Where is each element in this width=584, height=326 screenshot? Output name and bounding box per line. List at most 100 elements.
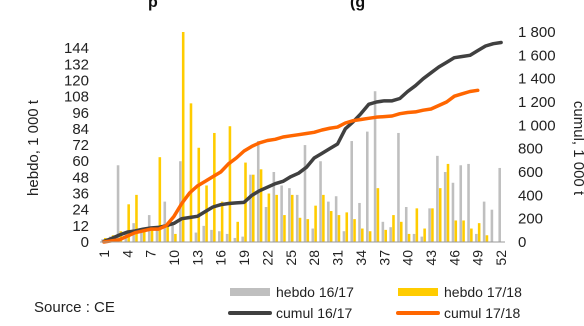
bar-hebdo-1718: [228, 126, 232, 242]
bar-hebdo-1617: [155, 228, 159, 242]
y-left-tick-label: 120: [64, 72, 89, 89]
bar-hebdo-1718: [181, 32, 185, 242]
bar-hebdo-1718: [298, 217, 302, 242]
y-right-tick-label: 800: [518, 141, 543, 158]
bar-hebdo-1617: [264, 207, 268, 242]
bar-hebdo-1617: [443, 172, 447, 242]
source-note: Source : CE: [34, 299, 115, 316]
x-tick-label: 13: [189, 250, 205, 266]
bar-hebdo-1617: [366, 131, 369, 242]
bar-hebdo-1617: [280, 185, 283, 242]
bar-hebdo-1718: [415, 208, 419, 242]
y-left-tick-label: 72: [72, 137, 89, 154]
y-left-tick-label: 144: [64, 40, 89, 57]
bar-hebdo-1617: [288, 188, 291, 242]
x-tick-label: 46: [446, 250, 462, 266]
bar-hebdo-1718: [205, 185, 208, 242]
bar-hebdo-1617: [241, 236, 244, 242]
y-right-tick-label: 0: [518, 234, 526, 251]
bar-hebdo-1718: [368, 231, 372, 242]
bar-hebdo-1718: [345, 212, 349, 242]
lines-layer: [102, 40, 503, 244]
bar-hebdo-1718: [189, 103, 193, 242]
legend-label: cumul 17/18: [444, 305, 520, 321]
bar-hebdo-1718: [283, 215, 286, 242]
y-right-tick-label: 1 400: [518, 71, 556, 88]
bar-hebdo-1617: [334, 196, 338, 242]
x-tick-label: 37: [376, 250, 392, 266]
bar-hebdo-1617: [171, 224, 174, 242]
bar-hebdo-1718: [220, 201, 224, 242]
bar-hebdo-1718: [252, 174, 255, 242]
bar-hebdo-1718: [275, 194, 278, 242]
legend-label: hebdo 17/18: [444, 284, 522, 300]
y-left-tick-label: 108: [64, 89, 89, 106]
bar-hebdo-1718: [197, 147, 201, 242]
bar-hebdo-1617: [218, 231, 221, 242]
bar-hebdo-1718: [446, 163, 450, 242]
bar-hebdo-1718: [485, 235, 489, 242]
y-left-tick-label: 36: [72, 186, 89, 203]
bar-hebdo-1617: [412, 233, 416, 242]
x-tick-label: 34: [353, 250, 369, 266]
bar-hebdo-1718: [259, 169, 263, 242]
y-left-tick-label: 0: [81, 234, 89, 251]
y-right-tick-label: 1 600: [518, 47, 556, 64]
bar-hebdo-1718: [470, 228, 473, 242]
y-left-tick-label: 132: [64, 56, 89, 73]
bar-hebdo-1617: [358, 202, 361, 242]
bar-hebdo-1617: [327, 201, 330, 242]
bar-hebdo-1617: [420, 236, 424, 242]
bar-hebdo-1617: [140, 229, 143, 242]
y-right-tick-label: 200: [518, 211, 543, 228]
bar-hebdo-1718: [119, 231, 123, 242]
bar-hebdo-1617: [272, 172, 276, 242]
bar-hebdo-1718: [361, 228, 364, 242]
bar-hebdo-1617: [225, 233, 229, 242]
bar-hebdo-1617: [381, 221, 385, 242]
y-left-tick-label: 12: [72, 218, 89, 235]
bar-hebdo-1718: [267, 193, 271, 242]
bar-hebdo-1718: [462, 220, 465, 242]
y-left-title: hebdo, 1 000 t: [25, 99, 42, 196]
x-tick-label: 10: [166, 250, 182, 266]
bar-hebdo-1617: [428, 208, 431, 242]
x-tick-label: 25: [283, 250, 299, 266]
x-tick-label: 22: [259, 250, 275, 266]
bar-hebdo-1718: [337, 215, 341, 242]
y-left-tick-label: 48: [72, 169, 89, 186]
x-tick-label: 49: [470, 250, 486, 266]
bar-hebdo-1718: [166, 224, 169, 242]
line-cumul-1718: [102, 88, 480, 244]
bar-hebdo-1617: [233, 237, 237, 242]
bar-hebdo-1718: [135, 194, 138, 242]
bar-hebdo-1617: [373, 91, 377, 242]
x-tick-label: 1: [96, 250, 112, 258]
bar-hebdo-1718: [376, 188, 380, 242]
x-tick-label: 7: [143, 250, 159, 258]
bar-hebdo-1718: [423, 228, 426, 242]
bar-hebdo-1718: [142, 228, 146, 242]
bar-hebdo-1718: [174, 233, 177, 242]
x-tick-label: 31: [330, 250, 346, 266]
bar-hebdo-1718: [353, 219, 356, 242]
bar-hebdo-1617: [179, 161, 182, 242]
bar-hebdo-1718: [329, 211, 333, 242]
y-left-tick-label: 60: [72, 153, 89, 170]
bar-hebdo-1617: [436, 155, 439, 242]
x-axis-ticks: 1 4 7 10 13 16 19 22 25 28 31 34 37 40 43 46 49 52: [96, 250, 509, 266]
x-tick-label: 52: [493, 250, 509, 266]
bar-hebdo-1617: [350, 141, 353, 242]
legend: hebdo 16/17 hebdo 17/18 cumul 16/17 cumul 1…: [228, 284, 522, 321]
title-fragment-2: (g: [350, 0, 365, 11]
bar-hebdo-1617: [482, 201, 486, 242]
bar-hebdo-1617: [389, 227, 392, 242]
bar-hebdo-1718: [322, 194, 325, 242]
bar-hebdo-1718: [384, 229, 387, 242]
bar-hebdo-1617: [397, 132, 400, 242]
y-right-title: cumul, 1 000 t: [570, 101, 584, 196]
bar-hebdo-1617: [319, 161, 322, 242]
bar-hebdo-1617: [210, 229, 213, 242]
